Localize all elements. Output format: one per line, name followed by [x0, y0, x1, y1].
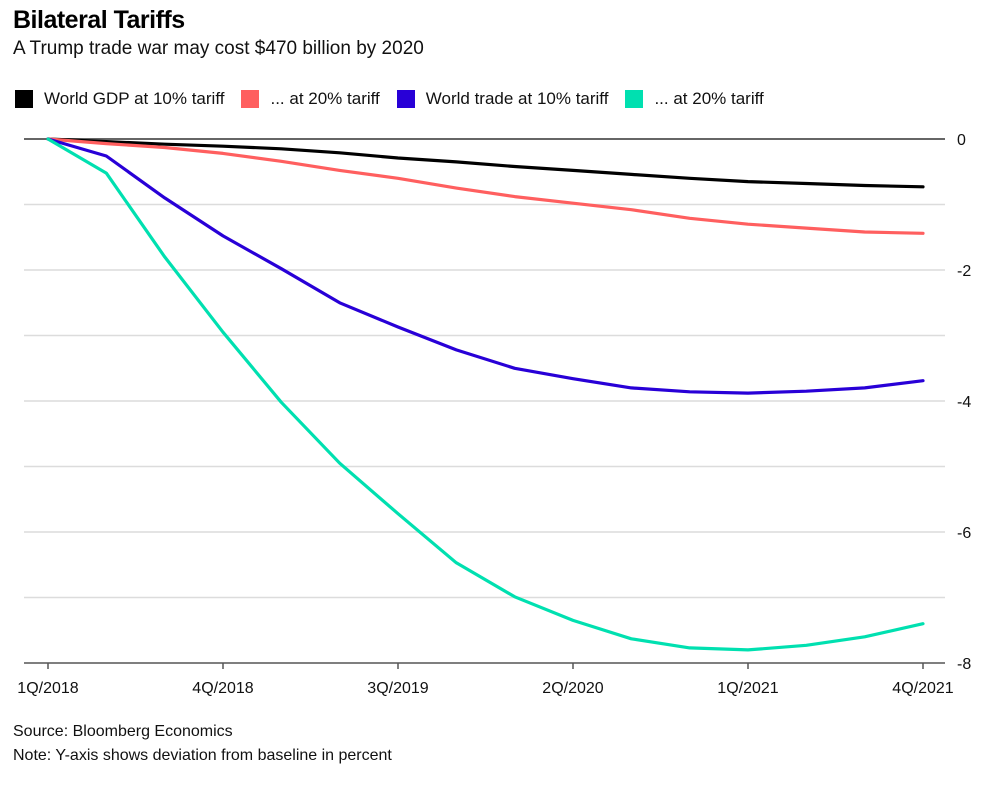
legend-item-trade-20: ... at 20% tariff [625, 89, 764, 109]
footnote: Note: Y-axis shows deviation from baseli… [13, 747, 392, 764]
x-tick-label: 1Q/2018 [17, 680, 78, 697]
x-tick-label: 1Q/2021 [717, 680, 778, 697]
y-tick-label: 0 [957, 132, 966, 149]
chart-title: Bilateral Tariffs [13, 6, 185, 34]
series-line-trade-10 [46, 137, 925, 395]
legend-label: World GDP at 10% tariff [44, 89, 225, 108]
legend-item-gdp-20: ... at 20% tariff [241, 89, 380, 109]
x-tick-label: 4Q/2021 [892, 680, 953, 697]
series-line-gdp-20 [46, 137, 925, 235]
y-tick-label: -6 [957, 525, 971, 542]
y-tick-label: -8 [957, 656, 971, 673]
x-tick-label: 3Q/2019 [367, 680, 428, 697]
legend-swatch [396, 90, 415, 108]
y-tick-label: -4 [957, 394, 971, 411]
legend-label: ... at 20% tariff [654, 89, 764, 108]
legend: World GDP at 10% tariff ... at 20% tarif… [15, 89, 781, 109]
legend-label: ... at 20% tariff [270, 89, 380, 108]
source-note: Source: Bloomberg Economics [13, 723, 233, 740]
x-tick-label: 2Q/2020 [542, 680, 603, 697]
legend-item-trade-10: World trade at 10% tariff [396, 89, 609, 109]
y-tick-label: -2 [957, 263, 971, 280]
legend-swatch [241, 90, 260, 108]
legend-label: World trade at 10% tariff [425, 89, 609, 108]
x-tick-label: 4Q/2018 [192, 680, 253, 697]
series-line-gdp-10 [46, 137, 925, 189]
legend-swatch [15, 90, 33, 108]
chart-subtitle: A Trump trade war may cost $470 billion … [13, 38, 424, 59]
legend-item-gdp-10: World GDP at 10% tariff [15, 89, 224, 109]
series-line-trade-20 [46, 137, 925, 652]
legend-swatch [625, 90, 644, 108]
